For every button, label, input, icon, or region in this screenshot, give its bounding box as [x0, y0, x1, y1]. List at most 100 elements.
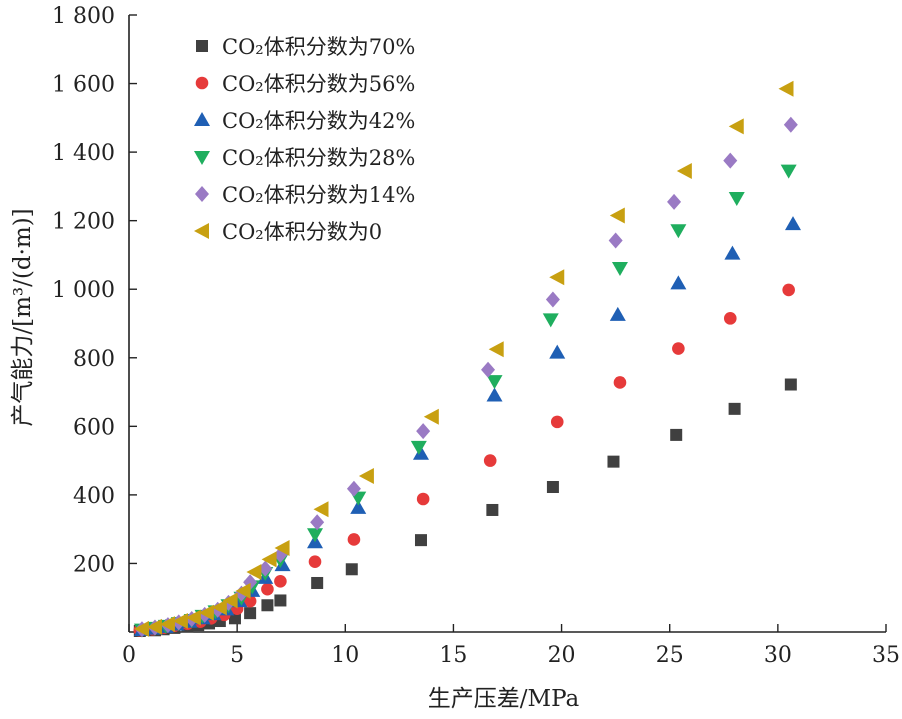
data-point: [274, 540, 290, 557]
data-point: [724, 245, 741, 260]
data-point: [672, 342, 685, 355]
data-point: [211, 599, 227, 616]
data-points: [133, 80, 801, 638]
data-point: [611, 261, 628, 276]
data-point: [550, 415, 564, 429]
axes: [128, 15, 886, 633]
y-tick-label: 1 600: [52, 73, 115, 98]
legend-entry: CO₂体积分数为42%: [194, 109, 415, 133]
data-point: [416, 423, 431, 440]
legend-label: CO₂体积分数为70%: [222, 35, 415, 59]
data-point: [488, 341, 504, 358]
legend: CO₂体积分数为70% CO₂体积分数为56% CO₂体积分数为42% CO₂体积分数…: [194, 35, 415, 244]
data-point: [549, 344, 566, 359]
legend-marker: [194, 151, 210, 165]
data-point: [146, 618, 162, 635]
legend-marker: [195, 76, 209, 90]
data-point: [728, 402, 741, 415]
data-point: [310, 514, 325, 531]
data-point: [545, 291, 560, 308]
x-tick-label: 30: [764, 643, 792, 668]
data-point: [613, 376, 627, 389]
x-axis-title: 生产压差/MPa: [428, 686, 580, 712]
data-point: [607, 455, 620, 468]
y-tick-label: 1 000: [52, 278, 115, 303]
data-point: [246, 564, 262, 581]
y-tick-label: 1 400: [52, 141, 115, 166]
data-point: [410, 440, 427, 455]
data-point: [358, 468, 374, 485]
data-point: [423, 408, 439, 425]
y-tick-label: 800: [73, 347, 115, 372]
data-point: [222, 592, 238, 609]
data-point: [778, 80, 794, 97]
data-point: [311, 576, 324, 589]
data-point: [723, 312, 737, 325]
data-point: [412, 445, 429, 460]
data-point: [546, 481, 559, 494]
legend-label: CO₂体积分数为56%: [222, 72, 415, 96]
y-tick-label: 1 200: [52, 210, 115, 235]
x-tick-label: 25: [656, 643, 684, 668]
data-point: [261, 551, 277, 568]
data-point: [261, 582, 274, 596]
data-point: [235, 582, 251, 599]
data-point: [258, 560, 273, 577]
data-point: [350, 499, 367, 514]
data-point: [542, 313, 559, 328]
data-point: [185, 609, 201, 626]
legend-label: CO₂体积分数为14%: [222, 183, 415, 207]
legend-label: CO₂体积分数为42%: [222, 109, 415, 133]
data-point: [784, 216, 801, 231]
legend-marker: [196, 40, 208, 52]
data-point: [274, 594, 287, 607]
data-point: [728, 192, 745, 207]
data-point: [172, 613, 188, 630]
legend-label: CO₂体积分数为0: [222, 220, 382, 244]
x-tick-label: 20: [548, 643, 576, 668]
data-point: [483, 454, 497, 467]
series-2: [133, 283, 795, 637]
series-6: [133, 80, 794, 637]
data-point: [414, 534, 427, 547]
data-point: [244, 607, 257, 620]
data-point: [345, 563, 358, 576]
x-tick-label: 5: [230, 643, 244, 668]
data-point: [133, 620, 149, 637]
data-point: [159, 616, 175, 633]
x-tick-label: 10: [331, 643, 359, 668]
data-point: [784, 378, 797, 391]
y-tick-label: 1 800: [52, 4, 115, 29]
data-point: [676, 162, 692, 179]
legend-marker: [195, 186, 209, 202]
data-point: [670, 224, 687, 239]
data-point: [670, 275, 687, 290]
data-point: [261, 599, 274, 612]
data-point: [481, 361, 496, 378]
y-tick-label: 600: [73, 415, 115, 440]
data-point: [667, 193, 682, 210]
data-point: [416, 492, 430, 506]
x-tick-label: 35: [872, 643, 900, 668]
legend-marker: [194, 223, 209, 239]
y-axis-title: 产气能力/[m³/(d·m)]: [10, 208, 36, 426]
data-point: [782, 283, 795, 297]
legend-entry: CO₂体积分数为0: [194, 220, 382, 244]
data-point: [723, 152, 738, 169]
x-tick-label: 15: [439, 643, 467, 668]
y-tick-label: 200: [73, 552, 115, 577]
data-point: [346, 480, 361, 497]
data-point: [609, 306, 626, 321]
x-tick-label: 0: [122, 643, 136, 668]
data-point: [486, 375, 503, 390]
legend-entry: CO₂体积分数为28%: [194, 146, 415, 170]
data-point: [486, 503, 499, 516]
data-point: [347, 533, 361, 546]
data-point: [608, 232, 623, 249]
y-tick-label: 400: [73, 484, 115, 509]
data-point: [243, 594, 257, 608]
data-point: [609, 207, 625, 224]
data-point: [308, 555, 322, 569]
